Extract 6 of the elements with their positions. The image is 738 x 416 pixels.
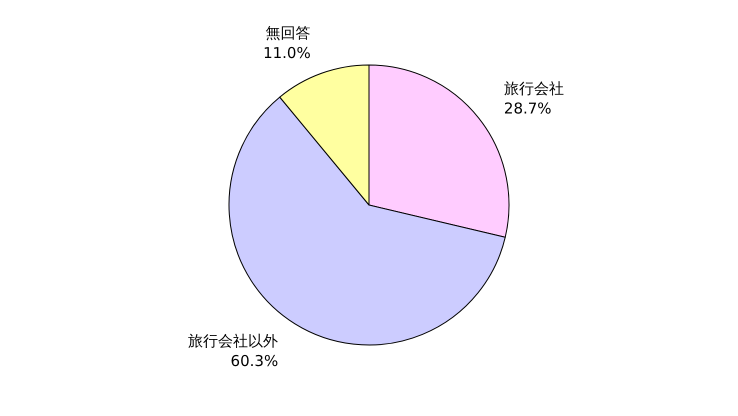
data-label: 11.0% <box>263 44 311 62</box>
slice-label: 旅行会社 <box>504 79 564 98</box>
data-label: 60.3% <box>230 352 278 370</box>
data-label: 28.7% <box>504 99 552 118</box>
slice-label: 無回答 <box>266 24 311 42</box>
slice-label: 旅行会社以外 <box>188 332 278 350</box>
